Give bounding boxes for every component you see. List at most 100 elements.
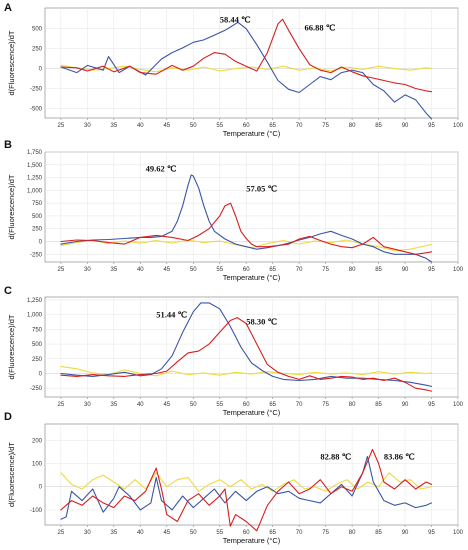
x-tick-label: 95 — [428, 402, 435, 408]
x-tick-label: 70 — [296, 123, 303, 129]
x-tick-label: 85 — [375, 267, 382, 273]
x-tick-label: 50 — [190, 530, 197, 536]
y-tick-label: 500 — [32, 214, 43, 220]
y-tick-label: -100 — [30, 508, 43, 514]
x-tick-label: 80 — [349, 402, 356, 408]
series-line-yellow — [60, 64, 433, 73]
x-tick-label: 30 — [84, 267, 91, 273]
x-tick-label: 70 — [296, 267, 303, 273]
panel-a: A 25 30 35 40 45 50 55 60 65 70 75 80 85 90 95 100 500 250… — [4, 2, 464, 138]
panel-d: D 25 30 35 40 45 50 55 60 65 70 75 80 85 90 95 100 200 100… — [4, 411, 464, 545]
x-tick-label: 30 — [84, 123, 91, 129]
x-tick-label: 55 — [216, 402, 223, 408]
peak-annotation: 66.88 ℃ — [304, 22, 335, 32]
x-tick-label: 85 — [375, 530, 382, 536]
x-tick-label: 70 — [296, 530, 303, 536]
peak-annotation: 57.05 ℃ — [246, 183, 277, 193]
x-tick-label: 50 — [190, 123, 197, 129]
x-tick-label: 40 — [137, 530, 144, 536]
x-tick-label: 65 — [269, 530, 276, 536]
x-tick-label: 35 — [110, 402, 117, 408]
y-tick-label: 0 — [39, 371, 43, 377]
x-tick-label: 90 — [402, 267, 409, 273]
y-tick-label: 1,750 — [27, 150, 43, 156]
x-tick-label: 60 — [243, 402, 250, 408]
series-line-yellow — [60, 472, 433, 492]
x-tick-label: 95 — [428, 530, 435, 536]
x-tick-label: 45 — [163, 123, 170, 129]
y-axis-label: d(Fluorescence)/dT — [7, 314, 16, 379]
x-tick-label: 95 — [428, 123, 435, 129]
x-tick-label: 80 — [349, 267, 356, 273]
x-axis-label: Temperature (°C) — [223, 408, 281, 417]
peak-annotation: 83.86 ℃ — [384, 451, 415, 461]
x-tick-label: 75 — [322, 530, 329, 536]
x-tick-label: 40 — [137, 402, 144, 408]
peak-annotation: 49.62 ℃ — [146, 163, 177, 173]
x-tick-label: 95 — [428, 267, 435, 273]
x-tick-label: 85 — [375, 123, 382, 129]
peak-annotation: 51.44 ℃ — [156, 310, 187, 320]
x-tick-label: 45 — [163, 530, 170, 536]
y-tick-label: 0 — [39, 240, 43, 246]
x-tick-label: 65 — [269, 402, 276, 408]
x-tick-label: 100 — [453, 123, 464, 129]
y-tick-label: 200 — [32, 438, 43, 444]
x-tick-label: 40 — [137, 123, 144, 129]
y-tick-label: 250 — [32, 47, 43, 53]
x-tick-label: 35 — [110, 123, 117, 129]
panel-d-label: D — [4, 411, 12, 423]
peak-annotation: 58.44 ℃ — [220, 14, 251, 24]
y-tick-label: 500 — [32, 27, 43, 33]
x-axis-label: Temperature (°C) — [223, 129, 281, 138]
y-axis-label: d(Fluorescence)/dT — [7, 442, 16, 507]
y-tick-label: 1,000 — [27, 188, 43, 194]
x-tick-label: 25 — [58, 123, 65, 129]
x-tick-label: 60 — [243, 530, 250, 536]
panel-b: B 25 30 35 40 45 50 55 60 65 70 75 80 85 90 95 100 1,750 1… — [4, 139, 464, 282]
panel-a-label: A — [4, 2, 12, 14]
panel-c: C 25 30 35 40 45 50 55 60 65 70 75 80 85 90 95 100 1,250 1… — [4, 285, 464, 417]
x-tick-label: 40 — [137, 267, 144, 273]
x-tick-label: 80 — [349, 530, 356, 536]
x-tick-label: 30 — [84, 530, 91, 536]
x-tick-label: 60 — [243, 123, 250, 129]
series-line-red — [60, 202, 433, 255]
x-axis-label: Temperature (°C) — [223, 273, 281, 282]
y-tick-label: -250 — [30, 87, 43, 93]
y-tick-label: 1,250 — [27, 298, 43, 304]
x-tick-label: 30 — [84, 402, 91, 408]
x-tick-label: 90 — [402, 123, 409, 129]
x-tick-label: 80 — [349, 123, 356, 129]
x-tick-label: 100 — [453, 402, 464, 408]
x-tick-label: 75 — [322, 402, 329, 408]
x-tick-label: 50 — [190, 267, 197, 273]
y-tick-label: 750 — [32, 327, 43, 333]
x-tick-label: 65 — [269, 123, 276, 129]
x-tick-label: 25 — [58, 402, 65, 408]
y-axis-label: d(Fluorescence)/dT — [7, 174, 16, 239]
x-tick-label: 100 — [453, 267, 464, 273]
y-tick-label: 250 — [32, 227, 43, 233]
x-tick-label: 85 — [375, 402, 382, 408]
series-line-blue — [60, 455, 433, 520]
x-axis-label: Temperature (°C) — [223, 536, 281, 545]
x-tick-label: 35 — [110, 267, 117, 273]
series-line-red — [60, 18, 433, 93]
x-tick-label: 90 — [402, 402, 409, 408]
series-line-red — [60, 448, 433, 532]
y-tick-label: -250 — [30, 252, 43, 258]
x-tick-label: 75 — [322, 267, 329, 273]
y-tick-label: 0 — [39, 67, 43, 73]
series-line-yellow — [60, 365, 433, 377]
panel-b-label: B — [4, 139, 12, 151]
x-tick-label: 25 — [58, 530, 65, 536]
x-tick-label: 50 — [190, 402, 197, 408]
y-tick-label: 100 — [32, 461, 43, 467]
plot-frame — [44, 151, 459, 263]
y-tick-label: 1,000 — [27, 313, 43, 319]
y-tick-label: 1,500 — [27, 163, 43, 169]
y-tick-label: 1,250 — [27, 176, 43, 182]
plot-frame — [44, 296, 459, 398]
